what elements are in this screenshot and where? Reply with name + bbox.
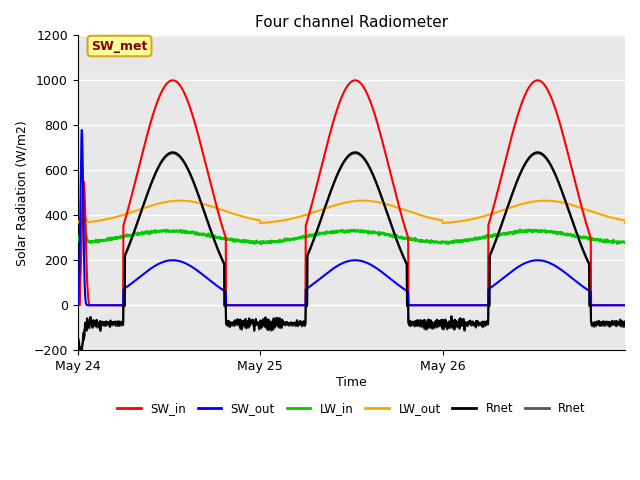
SW_in (102, 302, 109, 308)
SW_out (102, 302, 109, 308)
LW_out (359, 198, 367, 204)
Rnet (169, 151, 177, 156)
Line: Rnet: Rnet (77, 154, 625, 355)
SW_out (505, 271, 513, 276)
SW_out (621, 302, 629, 308)
Rnet (605, 321, 613, 327)
Rnet (102, 319, 109, 325)
LW_out (102, 216, 109, 222)
Rnet (169, 149, 177, 155)
Rnet (74, 335, 81, 341)
LW_out (340, 200, 348, 206)
Rnet (506, 201, 513, 206)
Rnet (606, 324, 614, 330)
SW_in (169, 77, 177, 83)
LW_out (505, 205, 513, 211)
LW_out (605, 214, 613, 220)
LW_out (605, 214, 613, 220)
LW_in (505, 230, 513, 236)
LW_in (79, 204, 87, 210)
Line: Rnet: Rnet (77, 152, 625, 354)
SW_in (621, 302, 629, 308)
SW_in (326, 132, 333, 138)
X-axis label: Time: Time (336, 376, 367, 389)
LW_out (74, 220, 81, 226)
Legend: SW_in, SW_out, LW_in, LW_out, Rnet, Rnet: SW_in, SW_out, LW_in, LW_out, Rnet, Rnet (112, 397, 590, 420)
SW_out (326, 268, 333, 274)
SW_out (78, 127, 86, 133)
LW_in (605, 239, 613, 244)
Rnet (77, 352, 84, 358)
LW_out (326, 204, 333, 210)
Rnet (621, 321, 629, 327)
LW_in (340, 229, 348, 235)
SW_in (505, 144, 513, 150)
Rnet (74, 334, 81, 340)
Rnet (326, 192, 333, 197)
Rnet (77, 351, 84, 357)
Line: LW_in: LW_in (77, 207, 625, 244)
Rnet (102, 320, 109, 326)
SW_in (605, 302, 613, 308)
SW_out (74, 302, 81, 308)
Rnet (621, 320, 629, 326)
SW_in (605, 302, 613, 308)
Line: SW_in: SW_in (77, 80, 625, 305)
Rnet (326, 191, 333, 196)
SW_in (74, 302, 81, 308)
LW_in (614, 241, 621, 247)
Rnet (605, 322, 613, 328)
LW_in (326, 229, 333, 235)
SW_out (605, 302, 613, 308)
LW_in (621, 240, 629, 246)
Rnet (340, 158, 348, 164)
Rnet (606, 323, 614, 329)
Rnet (340, 159, 348, 165)
SW_out (605, 302, 613, 308)
LW_in (102, 238, 109, 243)
Y-axis label: Solar Radiation (W/m2): Solar Radiation (W/m2) (15, 120, 28, 265)
LW_in (605, 239, 613, 245)
LW_in (74, 239, 81, 244)
LW_out (621, 220, 629, 226)
Title: Four channel Radiometer: Four channel Radiometer (255, 15, 448, 30)
Line: LW_out: LW_out (77, 201, 625, 223)
SW_in (340, 89, 348, 95)
Text: SW_met: SW_met (92, 39, 148, 52)
SW_out (340, 260, 348, 265)
Line: SW_out: SW_out (77, 130, 625, 305)
Rnet (506, 199, 513, 205)
